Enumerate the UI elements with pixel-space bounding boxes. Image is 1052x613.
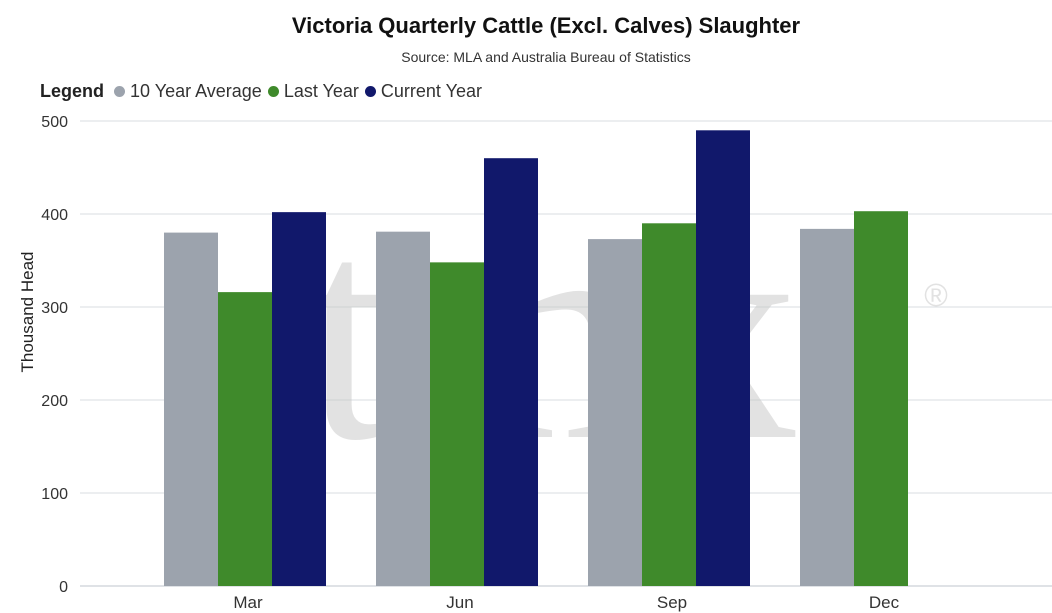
bar[interactable] (484, 158, 538, 586)
legend-swatch (364, 86, 376, 97)
bar[interactable] (218, 292, 272, 586)
x-tick-label: Jun (446, 593, 473, 612)
legend-label: 10 Year Average (130, 81, 262, 101)
bar[interactable] (854, 211, 908, 586)
x-tick-label: Dec (869, 593, 900, 612)
legend-item-current-year[interactable]: Current Year (364, 81, 482, 102)
bar[interactable] (696, 130, 750, 587)
legend-swatch (114, 86, 126, 97)
legend: Legend 10 Year Average Last Year Current… (40, 81, 488, 102)
watermark-registered-mark: ® (924, 277, 948, 313)
x-axis: Mar Jun Sep Dec (233, 593, 899, 612)
bar[interactable] (642, 223, 696, 587)
y-tick-label: 200 (41, 393, 68, 410)
y-axis: 0 100 200 300 400 500 (41, 114, 68, 596)
bar[interactable] (272, 212, 326, 586)
y-tick-label: 400 (41, 207, 68, 224)
y-axis-title: Thousand Head (18, 252, 37, 373)
legend-swatch (267, 86, 279, 97)
chart-title: Victoria Quarterly Cattle (Excl. Calves)… (291, 13, 801, 38)
bar[interactable] (376, 231, 430, 587)
y-tick-label: 0 (59, 579, 68, 596)
legend-label: Last Year (283, 81, 359, 101)
legend-title: Legend (40, 81, 105, 101)
x-tick-label: Sep (657, 593, 687, 612)
bar[interactable] (800, 228, 854, 586)
bars (164, 130, 908, 587)
legend-item-last-year[interactable]: Last Year (267, 81, 359, 102)
bar[interactable] (164, 232, 218, 586)
chart-subtitle: Source: MLA and Australia Bureau of Stat… (401, 49, 691, 65)
legend-item-10-year-average[interactable]: 10 Year Average (114, 81, 262, 102)
y-tick-label: 100 (41, 486, 68, 503)
legend-label: Current Year (380, 81, 482, 101)
y-tick-label: 500 (41, 114, 68, 131)
x-tick-label: Mar (233, 593, 263, 612)
y-tick-label: 300 (41, 300, 68, 317)
bar[interactable] (430, 262, 484, 586)
bar[interactable] (588, 239, 642, 587)
